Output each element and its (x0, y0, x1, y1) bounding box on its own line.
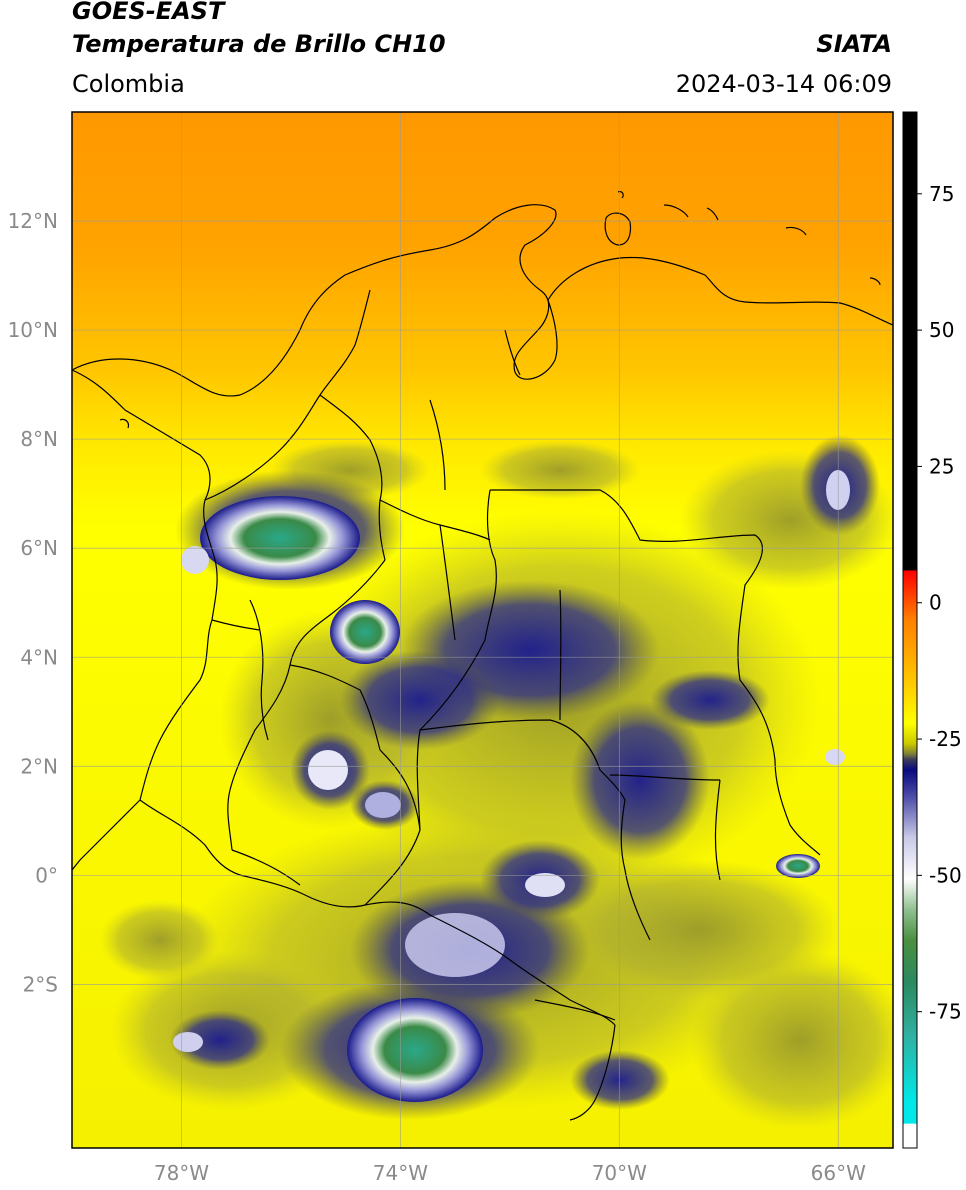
source-label: SIATA (816, 30, 892, 58)
map-title-line2: Temperatura de Brillo CH10 (72, 30, 446, 58)
latitude-label: 10°N (8, 318, 58, 342)
colorbar-ticks: 75 50 25 0 -25 -50 -75 (917, 182, 962, 1024)
colorbar-ramp (902, 111, 918, 1149)
map-title-line1: GOES-EAST (72, 0, 225, 25)
longitude-labels: 78°W 74°W 70°W 66°W (154, 1161, 866, 1185)
longitude-label: 70°W (592, 1161, 647, 1185)
map-area (72, 112, 893, 1148)
colorbar-tick-label: -75 (929, 1000, 962, 1024)
colorbar-tick-label: 75 (929, 182, 954, 206)
longitude-label: 78°W (154, 1161, 209, 1185)
map-frame (71, 111, 894, 1149)
cold-cloud-tops (173, 470, 850, 1102)
latitude-label: 0° (35, 863, 58, 887)
datetime-label: 2024-03-14 06:09 (675, 70, 892, 98)
colorbar-tick-label: -50 (929, 863, 962, 887)
latitude-label: 2°S (23, 972, 58, 996)
longitude-label: 74°W (373, 1161, 428, 1185)
longitude-label: 66°W (811, 1161, 866, 1185)
latitude-label: 12°N (8, 209, 58, 233)
colorbar: 75 50 25 0 -25 -50 -75 (902, 111, 962, 1149)
latitude-labels: 12°N 10°N 8°N 6°N 4°N 2°N 0° 2°S (8, 209, 58, 996)
latitude-label: 6°N (20, 536, 58, 560)
colorbar-tick-label: 25 (929, 454, 954, 478)
latitude-label: 8°N (20, 427, 58, 451)
latitude-label: 2°N (20, 754, 58, 778)
colorbar-tick-label: 0 (929, 591, 942, 615)
graticule (72, 112, 893, 1148)
islands (119, 190, 881, 429)
region-label: Colombia (72, 70, 185, 98)
colorbar-tick-label: -25 (929, 727, 962, 751)
latitude-label: 4°N (20, 645, 58, 669)
colorbar-tick-label: 50 (929, 318, 954, 342)
